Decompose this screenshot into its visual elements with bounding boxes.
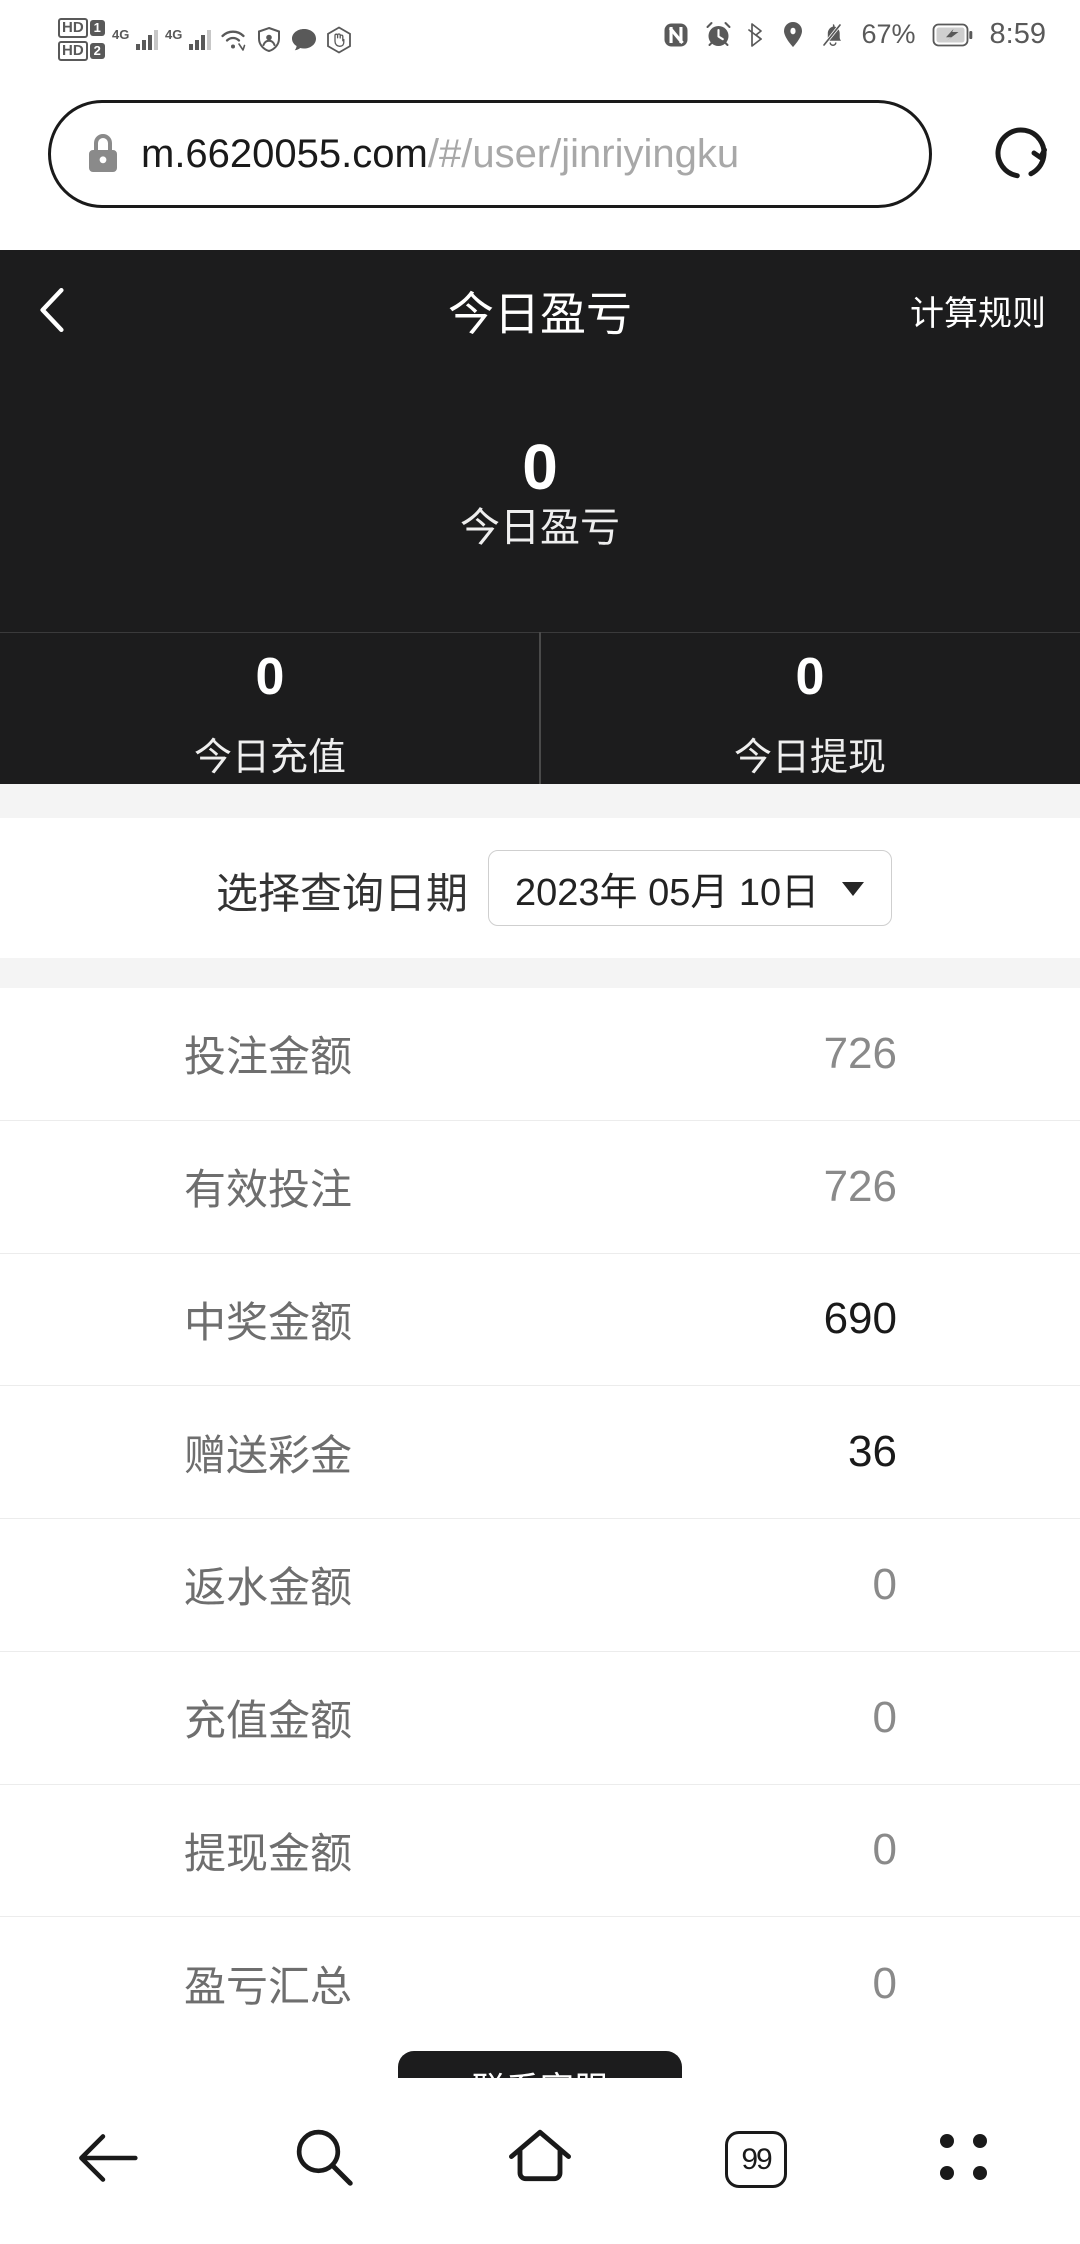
svg-text:4G: 4G [165, 27, 182, 42]
svg-text:4G: 4G [112, 27, 129, 42]
